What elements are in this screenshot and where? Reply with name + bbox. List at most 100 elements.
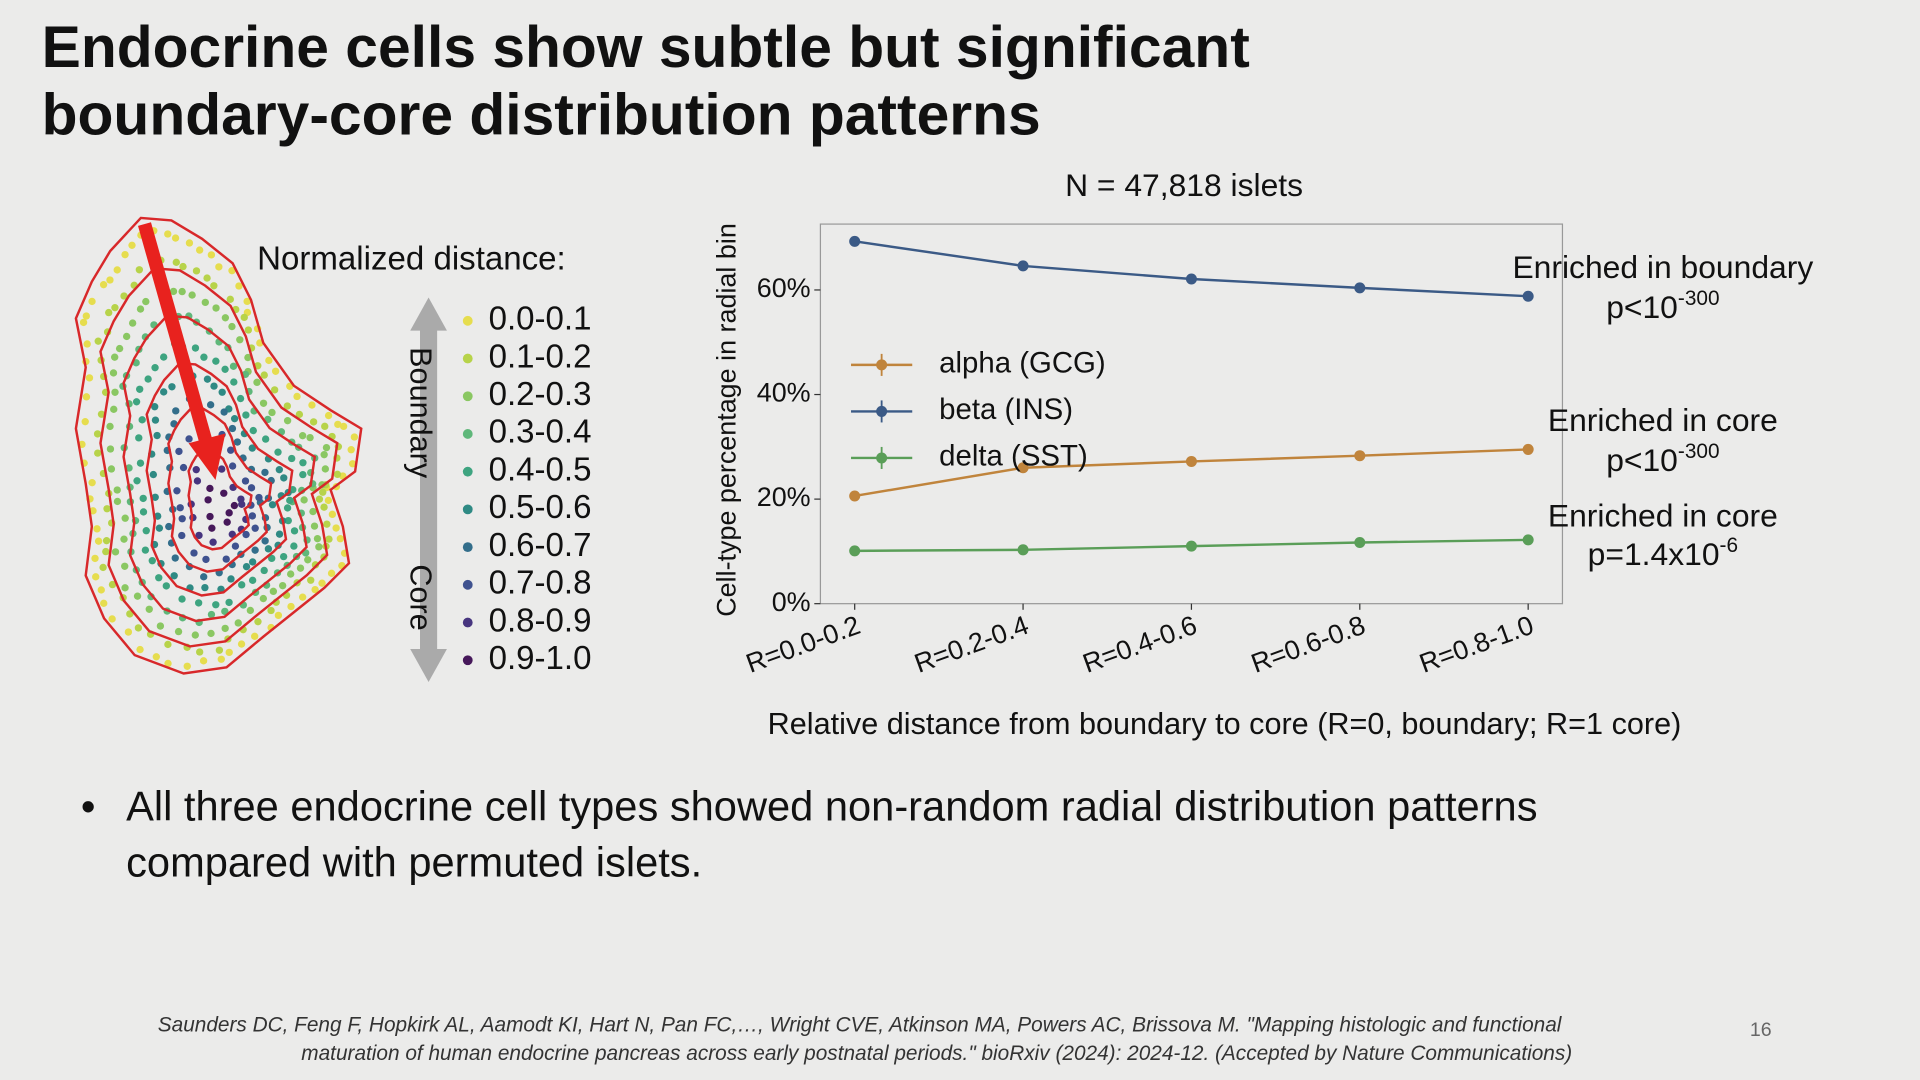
legend-label: 0.6-0.7 [489, 527, 592, 564]
legend-label: beta (INS) [939, 393, 1073, 426]
islet-cell [286, 496, 294, 505]
islet-cell [261, 435, 270, 443]
islet-cell [260, 371, 268, 379]
islet-cell [175, 447, 183, 456]
islet-cell [307, 576, 315, 584]
legend-marker [876, 359, 888, 371]
islet-cell [209, 538, 217, 546]
islet-cell [135, 434, 143, 442]
legend-label: 0.8-0.9 [489, 602, 592, 639]
islet-cell [246, 606, 255, 615]
islet-cell [202, 555, 210, 564]
contour [187, 447, 253, 551]
islet-cell [230, 378, 238, 386]
islet-cell [228, 267, 236, 275]
islet-cell [151, 493, 159, 501]
data-point [1017, 462, 1029, 474]
islet-cell [348, 460, 357, 468]
islet-cell [165, 522, 173, 531]
islet-cell [108, 615, 116, 623]
islet-cell [172, 258, 180, 266]
islet-cell [206, 512, 214, 521]
islet-cell [283, 402, 292, 410]
islet-cell [217, 655, 225, 663]
islet-cell [195, 648, 204, 656]
y-tick-label: 20% [757, 482, 811, 512]
contour [99, 267, 339, 648]
islet-cell [290, 527, 299, 535]
data-point [1185, 540, 1197, 552]
core-label: Core [404, 564, 438, 630]
islet-cell [183, 662, 191, 670]
islet-cell [283, 417, 292, 425]
x-tick-label: R=0.0-0.2 [742, 610, 864, 679]
islet-cell [134, 624, 143, 632]
islet-cell [128, 241, 136, 249]
islet-cell [178, 531, 186, 540]
islet-cell [309, 418, 318, 426]
islet-cell [207, 251, 216, 259]
islet-cell [223, 518, 231, 526]
islet-cell [151, 364, 159, 372]
p-exponent: -300 [1678, 439, 1720, 462]
p-exponent: -6 [1720, 534, 1739, 557]
islet-cell [199, 657, 208, 665]
islet-cell [320, 503, 328, 511]
slide-title: boundary-core distribution patterns [42, 82, 1041, 147]
islet-cell [251, 524, 259, 532]
legend-dot [462, 579, 473, 590]
legend-dot [462, 315, 473, 326]
islet-legend: 0.0-0.10.1-0.20.2-0.30.3-0.40.4-0.50.5-0… [462, 301, 592, 677]
islet-cell [121, 584, 129, 592]
data-point [1522, 443, 1534, 455]
p-base: p<10 [1606, 289, 1678, 325]
islet-cell [133, 477, 141, 485]
islet-cell [278, 581, 287, 590]
islet-cell [339, 422, 348, 431]
islet-cell [94, 337, 102, 345]
islet-cell [321, 422, 329, 431]
islet-cell [290, 542, 298, 550]
islet-cell [82, 312, 90, 320]
islet-cell [248, 512, 257, 520]
red-arrow [138, 222, 213, 443]
islet-cell [132, 398, 141, 406]
islet-cell [241, 477, 250, 485]
legend-dot [462, 617, 473, 628]
islet-cell [151, 403, 159, 411]
islet-cell [221, 365, 229, 373]
data-point [1522, 290, 1534, 302]
islet-cell [144, 375, 152, 383]
y-axis-label: Cell-type percentage in radial bin [712, 223, 742, 617]
islet-cell [221, 624, 229, 633]
data-point [1185, 455, 1197, 467]
islet-cell [81, 418, 89, 426]
legend-dot [462, 466, 473, 477]
citation: maturation of human endocrine pancreas a… [301, 1042, 1572, 1065]
legend-label: 0.2-0.3 [489, 376, 592, 413]
legend-dot [462, 655, 473, 666]
islet-cell [288, 454, 296, 463]
islet-cell [233, 438, 242, 446]
islet-cell [231, 542, 240, 550]
islet-cell [179, 463, 188, 472]
islet-cell [244, 326, 253, 334]
islet-cell [188, 291, 196, 299]
islet-cell [226, 295, 234, 303]
islet-cell [333, 470, 342, 479]
islet-cell [208, 524, 216, 532]
legend-label: delta (SST) [939, 440, 1088, 473]
islet-cell [306, 433, 314, 442]
direction-arrow [410, 297, 447, 683]
islet-cell [261, 537, 269, 545]
islet-cell [201, 583, 209, 592]
islet-cell [115, 344, 124, 353]
x-tick-label: R=0.6-0.8 [1247, 610, 1369, 679]
islet-cell [168, 383, 176, 391]
islet-cell [105, 308, 113, 317]
islet-cell [108, 580, 117, 589]
islet-cell [153, 431, 161, 440]
x-axis-label: Relative distance from boundary to core … [768, 707, 1682, 741]
islet-cell [142, 297, 150, 306]
islet-cell [210, 382, 218, 390]
